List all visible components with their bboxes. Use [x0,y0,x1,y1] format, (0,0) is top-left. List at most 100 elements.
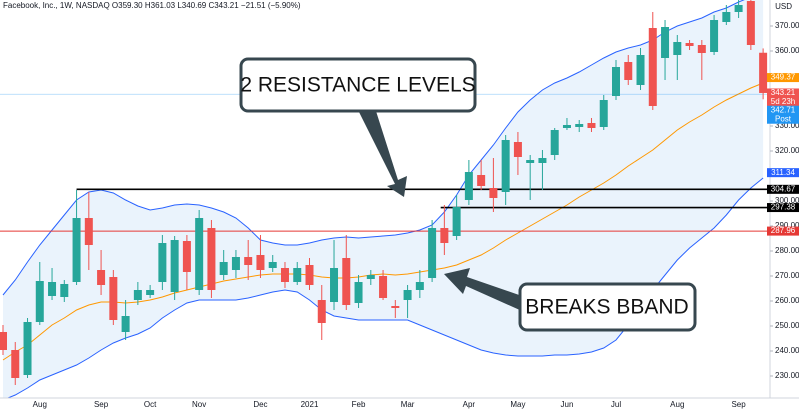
price-label-box [767,203,799,213]
candle-body [562,125,571,128]
price-label-box [767,184,799,194]
candle-body [330,268,339,302]
y-tick-label: 320.00 [775,146,799,155]
annotation-text: BREAKS BBAND [525,296,688,319]
candle-body [72,218,81,282]
candle-body [722,12,731,22]
y-tick-label: 290.00 [775,221,799,230]
x-tick-label: Sep [731,400,746,409]
x-tick-label: Feb [352,400,366,409]
candle-body [575,124,584,127]
candle-body [710,20,719,52]
price-label-box [767,105,799,124]
price-label: 342.71 [771,105,796,114]
candle-body [526,160,535,163]
candle-body [256,255,265,270]
candle-body [587,123,596,128]
y-tick-label: 330.00 [775,121,799,130]
price-label: 287.96 [771,226,796,235]
x-tick-label: 2021 [301,400,319,409]
candle-body [268,262,277,268]
price-label-box [767,168,799,178]
chart-title: Facebook, Inc., 1W, NASDAQ O359.30 H361.… [3,1,301,10]
x-tick-label: Apr [463,400,476,409]
candle-body [11,350,20,378]
candle-body [477,175,486,186]
annotation-text: 2 RESISTANCE LEVELS [240,74,475,97]
currency: USD [775,2,792,11]
candle-body [489,188,498,198]
price-axis: 230.00 240.00 250.00 260.00 270.00 280.00 290.… [767,21,799,380]
candle-body [133,290,142,300]
x-tick-label: Jul [611,400,621,409]
candle-body [538,158,547,163]
price-label: 311.34 [771,168,795,177]
candle-body [550,130,559,155]
candle-body [734,5,743,12]
x-tick-label: Dec [253,400,267,409]
candle-body [501,140,510,192]
y-tick-label: 250.00 [775,321,799,330]
x-tick-label: Sep [94,400,109,409]
candle-body [452,207,461,236]
candle-body [440,228,449,243]
y-tick-label: 280.00 [775,246,799,255]
candle-body [599,100,608,127]
candle-body [121,316,130,332]
candle-body [746,0,755,45]
price-label: 343.21 [771,88,796,97]
candle-body [0,332,7,350]
candle-body [403,290,412,300]
candle-body [146,290,155,295]
candle-body [219,262,228,275]
x-tick-label: Mar [401,400,415,409]
candle-body [48,282,57,296]
candle-body [612,67,620,96]
candle-body [35,281,44,322]
candle-body [415,282,424,290]
price-label: 297.38 [771,203,796,212]
x-tick-label: May [510,400,525,409]
candle-body [23,322,32,375]
x-tick-label: Aug [670,400,684,409]
price-label-box [767,88,799,107]
price-label-box [767,73,799,83]
price-label-box [767,226,799,236]
candle-body [366,275,375,279]
y-tick-label: 370.00 [775,21,799,30]
candle-body [379,276,388,298]
candle-body [464,172,473,200]
candle-body [661,27,670,58]
candle-body [685,43,694,46]
candle-body [60,284,69,297]
y-tick-label: 270.00 [775,271,799,280]
annotation-bband [444,268,522,311]
y-tick-label: 260.00 [775,296,799,305]
candle-body [195,218,204,290]
candle-body [697,45,706,53]
candle-body [624,62,633,80]
candle-body [342,258,351,305]
price-label-sub: Post [775,114,792,123]
candle-body [109,277,118,320]
candle-body [231,257,240,270]
price-label: 349.37 [771,73,796,82]
candle-body [391,306,400,308]
candle-body [513,142,522,157]
annotation-resistance [357,108,407,197]
annotation-box [518,282,697,332]
y-tick-label: 240.00 [775,346,799,355]
candle-body [759,52,768,93]
candle-body [244,257,253,265]
candle-body [182,241,191,272]
candle-body [97,270,106,285]
y-tick-label: 360.00 [775,46,799,55]
price-label: 304.67 [771,184,796,193]
x-tick-label: Jun [561,400,574,409]
price-label-sub: 5d 23h [771,97,795,106]
candle-body [293,268,302,282]
arrow [357,108,407,197]
candle-body [648,28,657,106]
annotation-box [239,57,477,113]
candle-body [305,265,314,285]
